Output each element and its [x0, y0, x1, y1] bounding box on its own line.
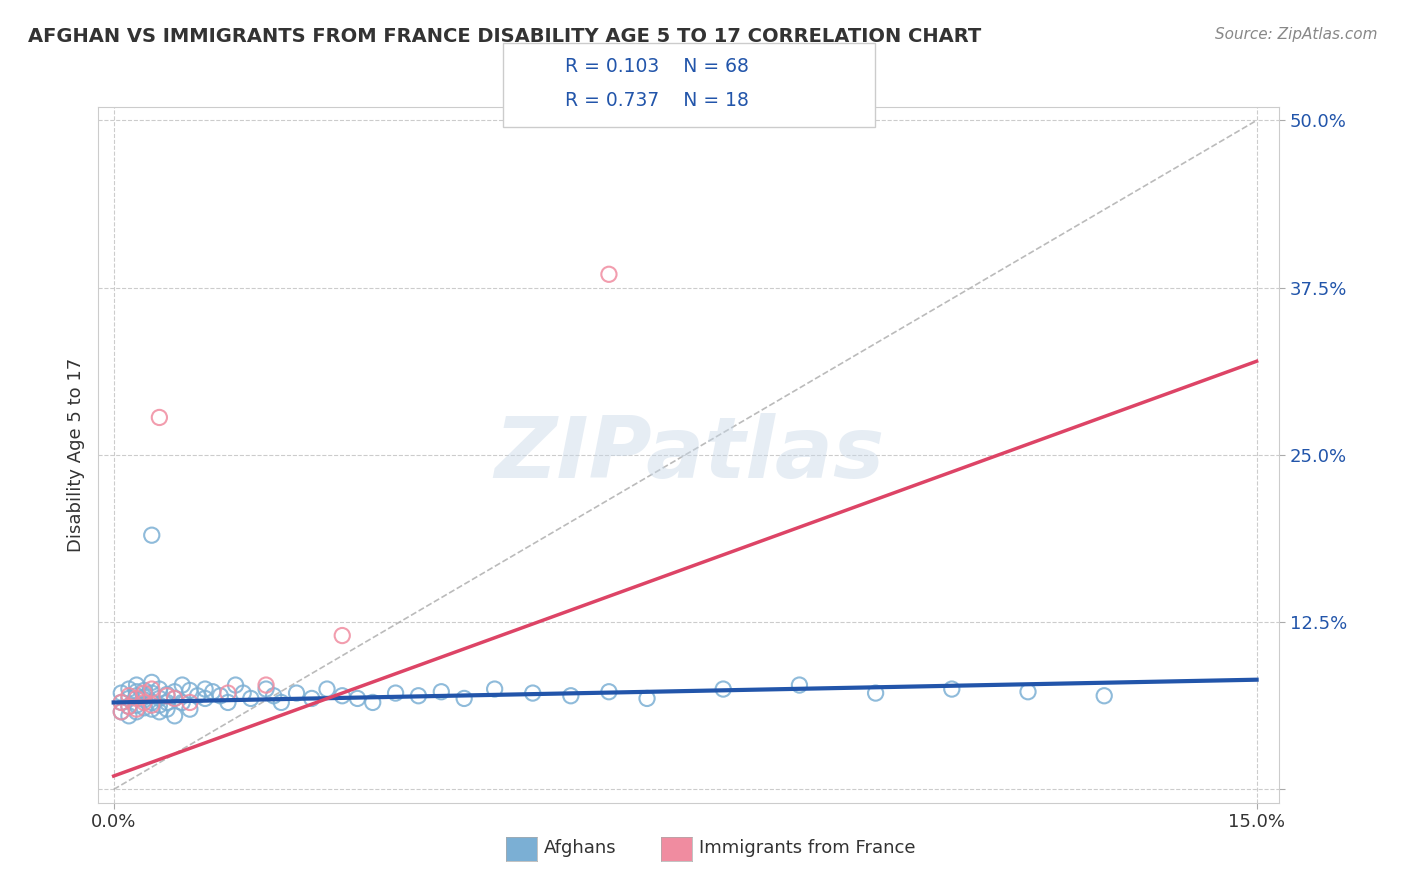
Point [346, 691, 368, 706]
Point [141, 675, 163, 690]
Point [163, 708, 186, 723]
Point [453, 691, 475, 706]
Point [636, 691, 658, 706]
Point [125, 705, 148, 719]
Point [711, 681, 734, 696]
Point [163, 691, 186, 706]
Point [110, 696, 132, 710]
Point [134, 690, 156, 705]
Text: Source: ZipAtlas.com: Source: ZipAtlas.com [1215, 27, 1378, 42]
Point [148, 698, 170, 712]
Point [141, 686, 163, 700]
Point [125, 685, 148, 699]
Point [263, 689, 285, 703]
Point [522, 686, 544, 700]
Point [141, 681, 163, 696]
Point [484, 681, 506, 696]
Point [134, 683, 156, 698]
Point [118, 689, 141, 703]
Point [194, 681, 217, 696]
Point [118, 699, 141, 714]
Point [201, 685, 224, 699]
Text: Immigrants from France: Immigrants from France [699, 839, 915, 857]
Point [148, 410, 170, 425]
Point [1092, 689, 1115, 703]
Point [134, 696, 156, 710]
Point [125, 698, 148, 712]
Point [118, 691, 141, 706]
Point [125, 689, 148, 703]
Point [408, 689, 430, 703]
Point [270, 696, 292, 710]
Point [134, 701, 156, 715]
Point [110, 705, 132, 719]
Point [118, 699, 141, 714]
Point [217, 696, 239, 710]
Point [430, 685, 453, 699]
Text: R = 0.103    N = 68: R = 0.103 N = 68 [565, 57, 749, 77]
Point [941, 681, 963, 696]
Point [148, 691, 170, 706]
Point [179, 702, 201, 716]
Text: R = 0.737    N = 18: R = 0.737 N = 18 [565, 91, 749, 111]
Point [179, 696, 201, 710]
Point [865, 686, 887, 700]
Point [598, 268, 620, 282]
Point [134, 686, 156, 700]
Point [141, 698, 163, 712]
Point [1017, 685, 1039, 699]
Point [141, 702, 163, 716]
Point [232, 686, 254, 700]
Point [316, 681, 339, 696]
Point [598, 685, 620, 699]
Point [172, 696, 194, 710]
Point [141, 696, 163, 710]
Point [110, 686, 132, 700]
Point [217, 686, 239, 700]
Point [172, 678, 194, 692]
Point [134, 692, 156, 706]
Point [361, 696, 384, 710]
Point [330, 628, 353, 642]
Point [156, 702, 179, 716]
Point [789, 678, 811, 692]
Point [301, 691, 323, 706]
Point [141, 528, 163, 542]
Point [330, 689, 353, 703]
Point [156, 687, 179, 701]
Y-axis label: Disability Age 5 to 17: Disability Age 5 to 17 [66, 358, 84, 552]
Point [163, 685, 186, 699]
Point [560, 689, 582, 703]
Point [225, 678, 247, 692]
Point [148, 681, 170, 696]
Point [156, 689, 179, 703]
Point [110, 705, 132, 719]
Point [194, 691, 217, 706]
Point [384, 686, 406, 700]
Point [186, 689, 208, 703]
Point [156, 696, 179, 710]
Point [209, 689, 232, 703]
Point [125, 702, 148, 716]
Text: ZIPatlas: ZIPatlas [494, 413, 884, 497]
Point [179, 683, 201, 698]
Point [125, 691, 148, 706]
Text: Afghans: Afghans [544, 839, 617, 857]
Point [148, 705, 170, 719]
Point [239, 691, 262, 706]
Point [163, 691, 186, 706]
Point [110, 696, 132, 710]
Point [125, 678, 148, 692]
Point [118, 681, 141, 696]
Text: AFGHAN VS IMMIGRANTS FROM FRANCE DISABILITY AGE 5 TO 17 CORRELATION CHART: AFGHAN VS IMMIGRANTS FROM FRANCE DISABIL… [28, 27, 981, 45]
Point [285, 686, 308, 700]
Point [118, 708, 141, 723]
Point [254, 681, 277, 696]
Point [254, 678, 277, 692]
